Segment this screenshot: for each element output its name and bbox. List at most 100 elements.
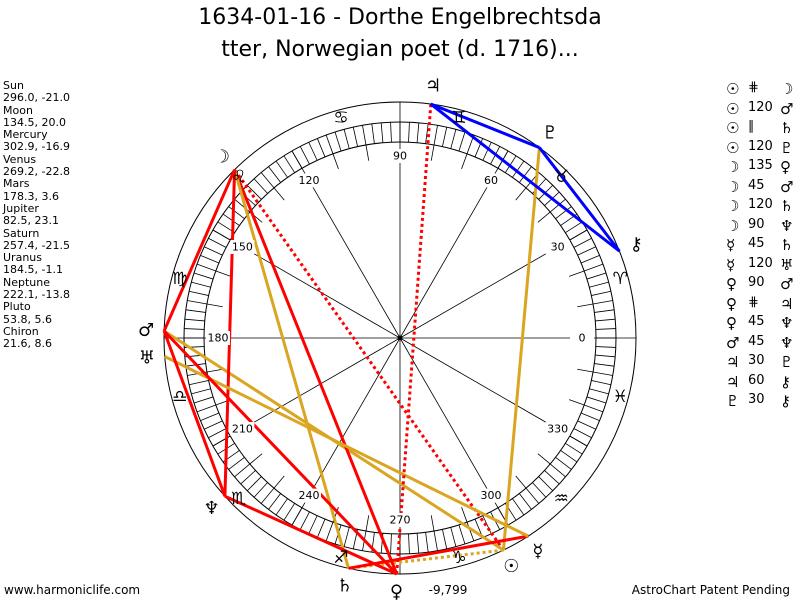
aspect-row: ☽ 90 ♆ [726,217,800,237]
planet-coords: 134.5, 20.0 [3,115,66,129]
aspect-label: 135 [748,158,773,173]
planet-coords: 21.6, 8.6 [3,337,52,351]
aspect-planet2-glyph: ♂ [780,177,794,196]
planet-name: Uranus [3,251,42,265]
degree-tick [474,138,484,158]
aspect-line-mars-neptune [162,330,227,497]
degree-tick [191,281,211,288]
chart-title-line2: tter, Norwegian poet (d. 1716)... [221,37,579,62]
aspect-label: 90 [748,275,765,290]
aspect-row: ♇ 30 ⚷ [726,392,800,412]
chiron-glyph-icon: ⚷ [630,234,643,255]
ten-degree-tick [577,368,594,373]
degree-tick [425,532,429,553]
degree-tick [260,172,275,189]
degree-tick [334,131,342,152]
aspect-row: ♃ 60 ⚷ [726,373,800,393]
aspect-label: 120 [748,99,773,115]
planet-coords: 222.1, -13.8 [3,288,70,302]
ten-degree-tick [215,270,231,277]
ten-degree-tick [569,399,585,406]
aspect-row: ♀ 90 ♂ [726,275,800,295]
planet-name: Chiron [3,324,39,338]
aspect-planet2-glyph: ♄ [780,119,794,137]
planet-coords: 178.3, 3.6 [3,189,59,203]
website-link[interactable]: www.harmoniclife.com [4,583,141,597]
zodiac-sign-icon: ♐ [333,548,348,568]
aspect-planet1-glyph: ☽ [726,216,740,235]
aspect-planet2-glyph: ♀ [780,158,791,176]
aspect-row: ☿ 45 ♄ [726,236,800,256]
degree-tick [555,456,572,470]
degree-tick [308,142,318,161]
pluto-glyph-icon: ♇ [542,123,558,144]
degree-tick [595,318,616,322]
aspect-label: 30 [748,392,765,407]
degree-tick [352,127,358,147]
ten-degree-tick [365,144,370,161]
degree-tick [325,522,334,542]
aspect-label: 45 [748,177,765,193]
degree-tick [246,184,262,200]
degree-tick [532,482,547,498]
degree-tick [208,428,227,439]
zodiac-sign-icon: ♑ [451,548,466,568]
planet-coords: 53.8, 5.6 [3,312,52,326]
planet-name: Sun [3,79,24,92]
degree-tick [595,346,616,348]
aspect-planet2-glyph: ⚷ [780,392,791,410]
ten-degree-tick [461,507,468,523]
aspect-row: ☽ 45 ♂ [726,178,800,198]
ten-degree-tick [515,475,527,489]
degree-tick [283,503,296,521]
degree-label: 330 [547,423,568,436]
degree-tick [246,476,262,492]
degree-tick [591,380,611,386]
degree-tick [185,309,206,313]
aspect-planet1-glyph: ♂ [726,333,740,352]
aspect-planet1-glyph: ♇ [726,392,740,410]
zodiac-sign-icon: ♈ [613,269,628,289]
aspect-row: ♃ 30 ♇ [726,353,800,373]
degree-tick [390,122,392,143]
degree-tick [433,125,438,146]
aspect-label: 30 [748,353,765,368]
degree-label-background [388,149,412,163]
degree-tick [433,530,438,551]
degree-tick [580,254,600,264]
aspect-line-mercury-uranus [164,355,529,538]
degree-label-background [297,488,321,503]
degree-tick [595,354,616,358]
aspect-line-moon-venus [233,169,399,575]
degree-tick [371,123,375,144]
degree-tick [193,272,214,280]
planet-name: Pluto [3,300,31,314]
ten-degree-tick [332,153,339,169]
degree-tick [458,131,466,152]
center-dot [397,335,403,341]
planet-name: Saturn [3,226,40,240]
degree-tick [504,155,517,173]
degree-tick [416,122,420,143]
degree-tick [584,263,604,272]
aspect-planet1-glyph: ♀ [726,314,737,332]
planet-name: Mercury [3,128,48,142]
degree-tick [442,529,448,549]
degree-tick [425,123,429,144]
zodiac-sign-icon: ♒ [554,489,569,509]
aspect-planet1-glyph: ☉ [726,119,740,137]
aspect-planet2-glyph: ♂ [780,99,794,118]
aspect-planet1-glyph: ☽ [726,197,740,215]
planet-name: Venus [3,152,37,166]
zodiac-sign-icon: ♍ [172,269,187,289]
zodiac-sign-icon: ♊ [451,108,466,128]
aspect-planet2-glyph: ♃ [780,294,794,313]
ten-degree-tick [461,153,468,169]
degree-tick [184,328,205,330]
aspect-planet1-glyph: ☉ [726,80,740,98]
degree-tick [275,498,288,516]
degree-label: 60 [484,174,498,187]
aspect-row: ♂ 45 ♆ [726,334,800,354]
zodiac-sign-icon: ♌ [231,167,246,187]
